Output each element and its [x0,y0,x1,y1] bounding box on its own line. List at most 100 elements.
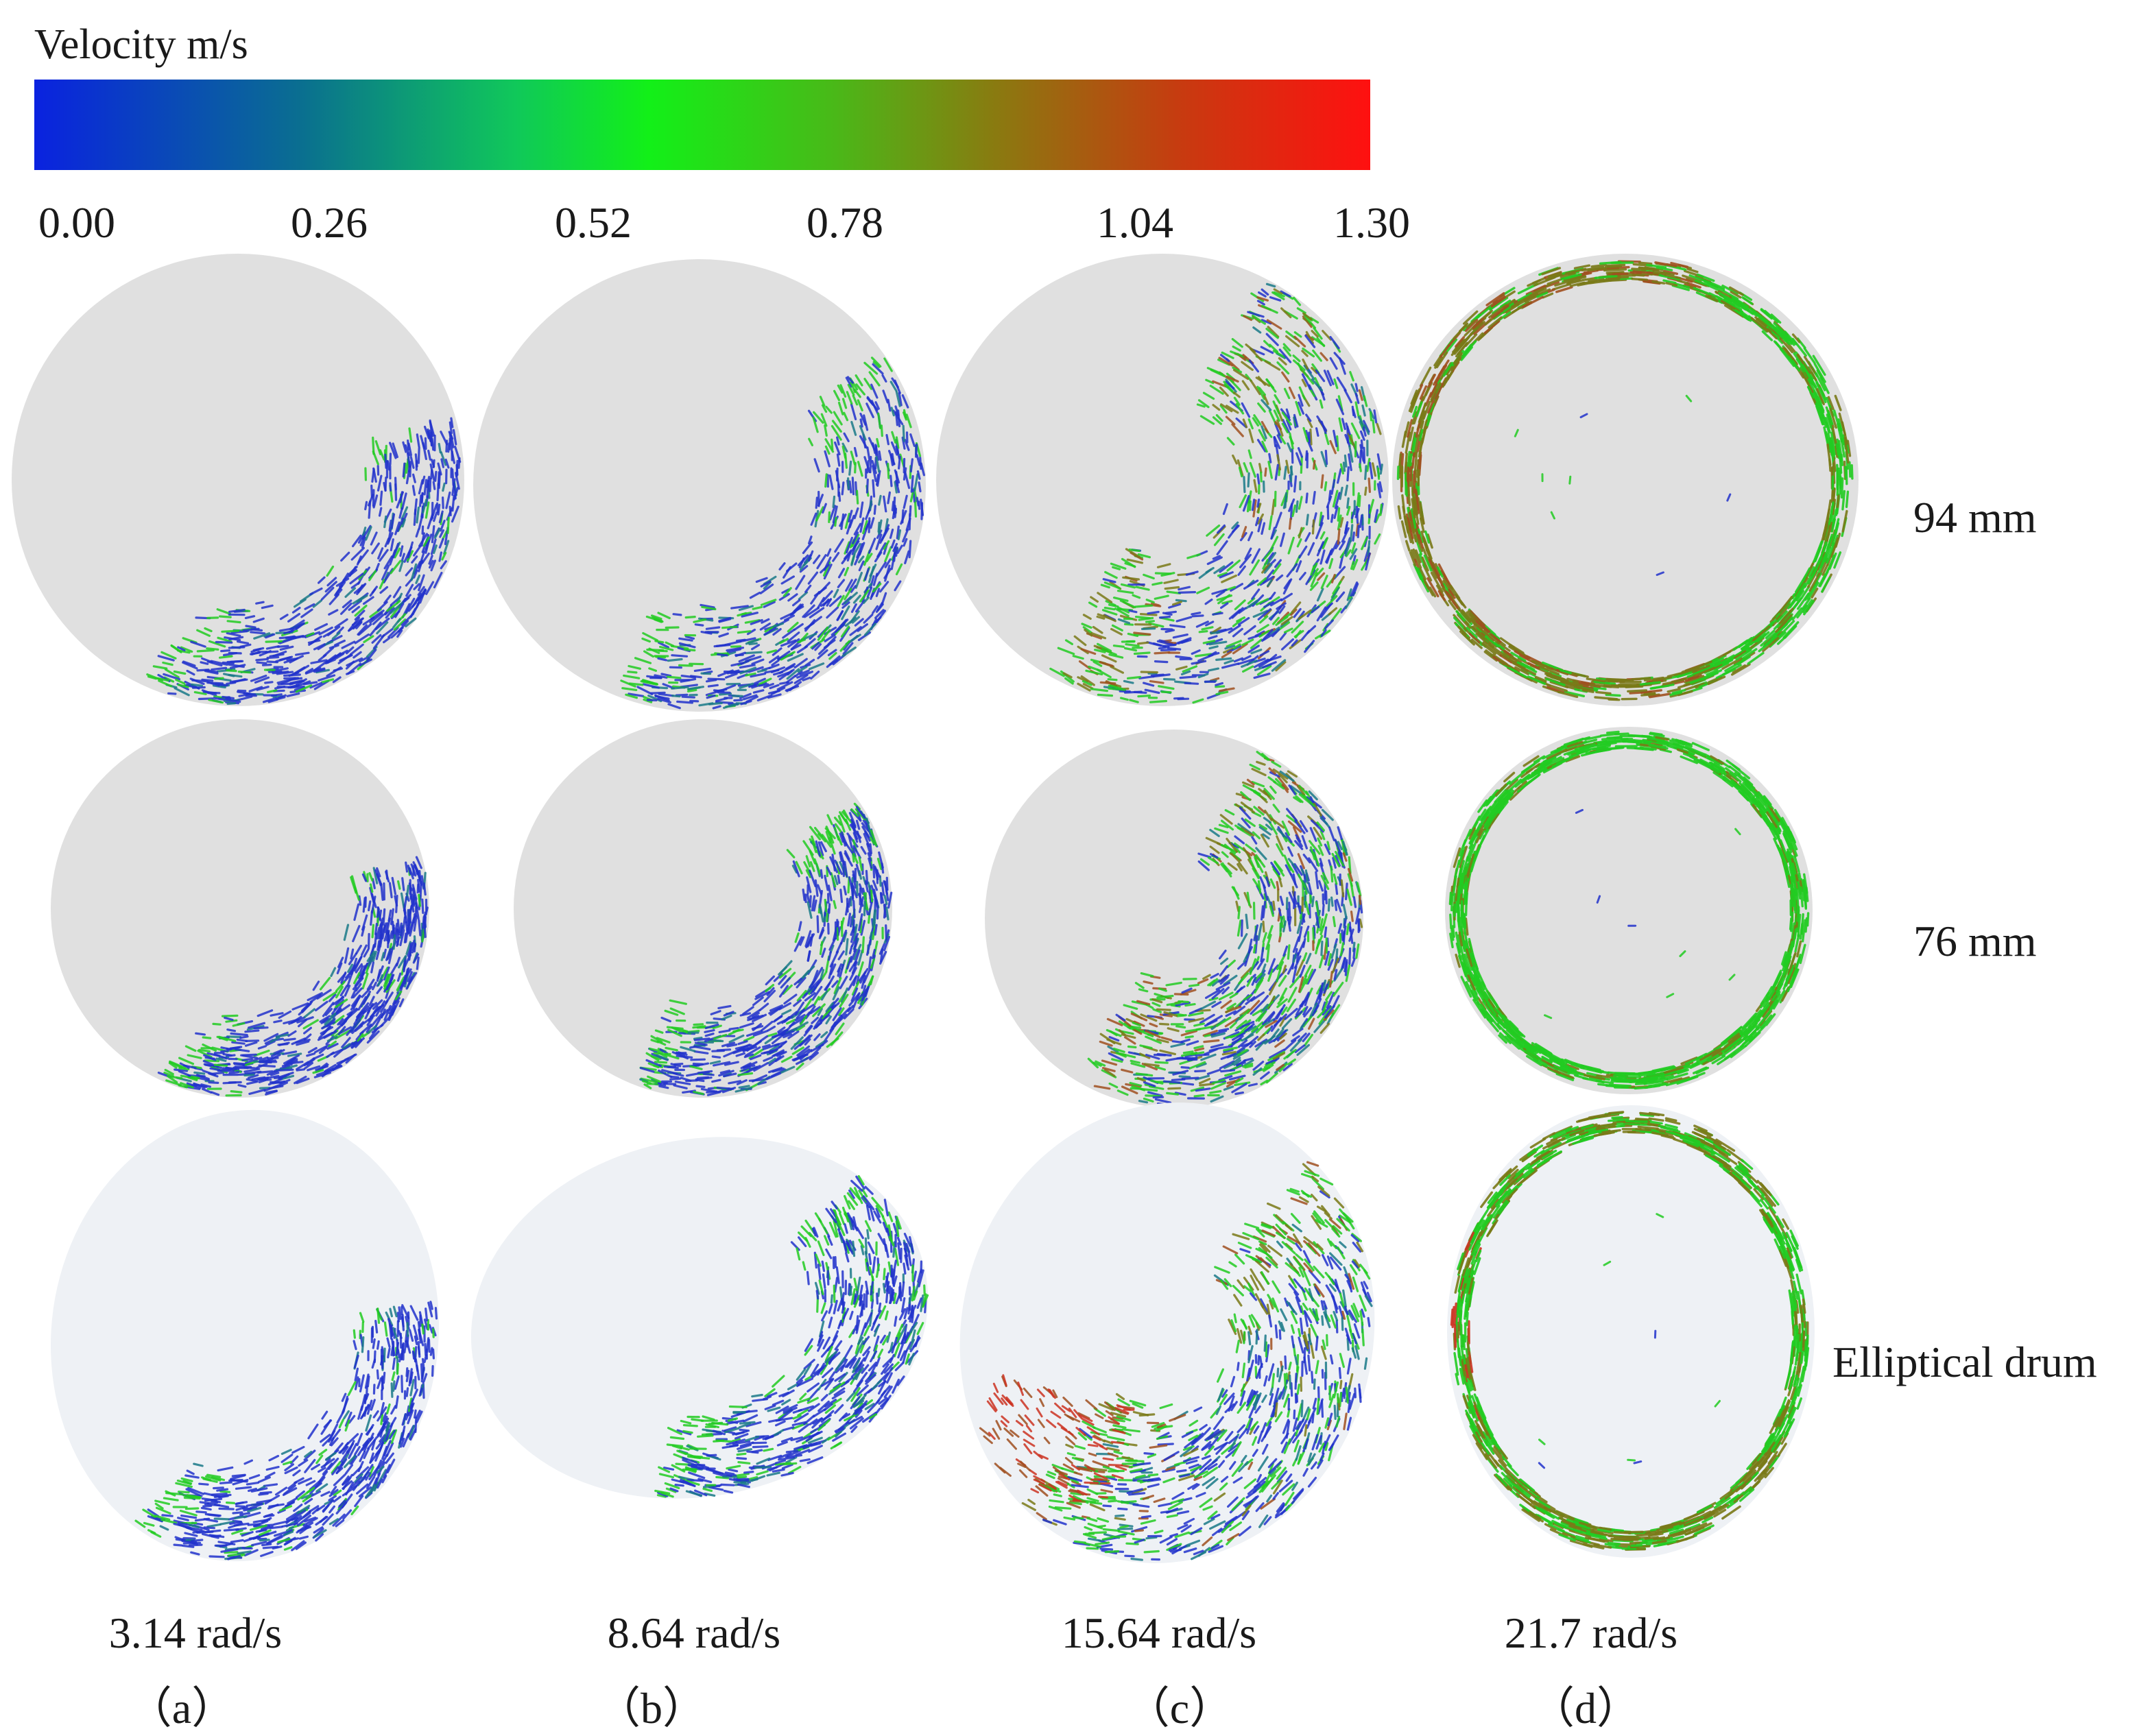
velocity-vector [1313,520,1314,533]
velocity-vector [1310,904,1311,917]
velocity-vector [433,482,435,489]
velocity-vector [1148,612,1158,614]
velocity-vector [655,1062,666,1063]
velocity-vector [1292,449,1293,463]
velocity-vector [1406,483,1407,496]
velocity-vector [425,917,426,928]
velocity-vector [1180,677,1195,678]
velocity-vector [870,501,872,509]
velocity-vector [848,479,849,489]
velocity-vector [684,649,695,650]
velocity-vector [261,1088,270,1089]
velocity-vector [911,459,912,472]
velocity-vector [243,1059,252,1061]
velocity-vector [1322,475,1323,487]
velocity-vector [1605,269,1626,271]
velocity-vector [1277,882,1278,890]
velocity-vector [431,470,432,479]
velocity-vector [1365,487,1366,494]
velocity-vector [246,1030,259,1032]
velocity-vector [1314,461,1315,468]
velocity-vector [854,901,855,917]
velocity-vector [383,909,385,924]
velocity-vector [430,479,431,491]
velocity-vector [898,531,900,540]
velocity-vector [884,905,885,917]
velocity-vector [390,454,391,465]
velocity-vector [882,864,883,873]
velocity-vector [266,651,278,652]
velocity-vector [230,1048,239,1049]
velocity-vector [1105,608,1114,610]
velocity-vector [244,693,255,695]
velocity-vector [1837,496,1839,507]
velocity-vector [888,464,889,479]
velocity-vector [1200,1084,1214,1085]
velocity-vector [372,925,373,937]
velocity-vector [803,890,804,900]
velocity-vector [909,514,910,529]
velocity-vector [215,678,223,679]
velocity-vector [1306,451,1307,460]
velocity-vector [251,632,265,634]
velocity-vector [852,478,853,494]
velocity-vector [720,694,731,695]
velocity-vector [450,507,451,515]
velocity-vector [443,483,444,490]
velocity-vector [867,480,868,493]
velocity-vector [873,481,874,497]
velocity-vector [909,541,911,557]
velocity-vector [422,900,423,913]
velocity-vector [904,468,905,479]
velocity-vector [1169,1088,1180,1089]
velocity-vector [1332,515,1333,522]
velocity-vector [891,476,892,486]
velocity-vector [425,438,426,448]
velocity-vector [439,444,440,453]
velocity-vector [385,516,386,527]
velocity-vector [169,693,176,694]
velocity-vector [1258,474,1259,483]
velocity-vector [1169,648,1180,649]
velocity-vector [1164,679,1175,680]
velocity-vector [1180,1076,1190,1077]
velocity-vector [829,512,830,522]
velocity-vector [1265,468,1266,475]
velocity-vector [251,653,260,654]
velocity-vector [219,685,227,686]
velocity-vector [1343,463,1344,471]
velocity-vector [1335,901,1337,910]
velocity-vector [702,673,710,674]
velocity-vector [1167,1093,1178,1094]
velocity-vector [371,884,372,892]
velocity-vector [1151,701,1167,703]
velocity-vector [265,682,272,683]
velocity-vector [212,1073,224,1074]
velocity-vector [833,497,834,507]
velocity-vector [1605,266,1621,267]
velocity-vector [1601,262,1621,263]
velocity-vector [846,454,847,468]
velocity-vector [388,932,389,948]
velocity-vector [228,1030,235,1031]
velocity-vector [668,660,682,661]
velocity-vector [419,895,420,906]
velocity-vector [454,483,455,498]
velocity-vector [1196,1054,1208,1055]
velocity-vector [708,685,717,686]
velocity-vector [1141,672,1157,673]
velocity-vector [849,899,850,906]
velocity-vector [398,920,399,935]
velocity-vector [229,675,241,676]
velocity-vector [256,659,268,660]
velocity-vector [704,1074,713,1075]
velocity-vector [825,900,826,912]
velocity-vector [396,896,397,913]
velocity-vector [228,621,240,623]
velocity-vector [665,1084,676,1085]
drum-panel-r1-c3 [936,254,1389,706]
velocity-vector [1373,420,1374,432]
velocity-vector [730,1028,738,1029]
velocity-vector [717,645,730,647]
